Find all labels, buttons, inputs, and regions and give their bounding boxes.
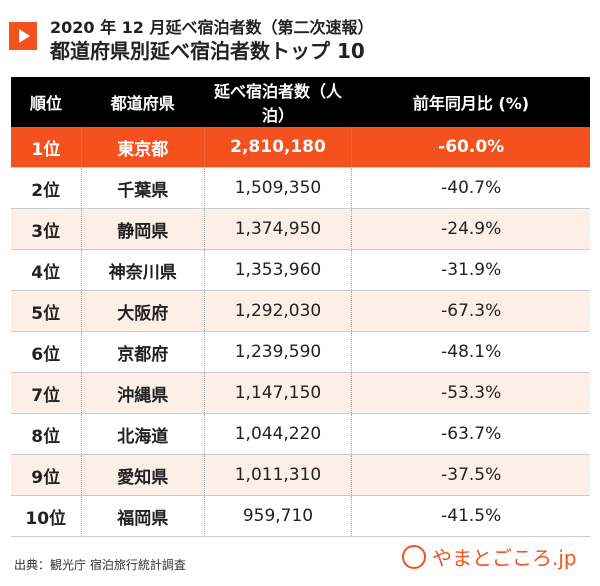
table-cell: -67.3% <box>351 290 590 332</box>
column-header: 都道府県 <box>81 77 205 127</box>
table-cell: -60.0% <box>351 127 590 168</box>
table-cell: 1,239,590 <box>203 331 352 373</box>
table-cell: 福岡県 <box>80 495 205 537</box>
table-cell: -37.5% <box>351 454 590 496</box>
table-cell: 1位 <box>10 127 82 168</box>
table-cell: 1,044,220 <box>203 413 352 455</box>
table-cell: 京都府 <box>80 331 205 373</box>
table-cell: 7位 <box>10 372 82 414</box>
table-cell: -53.3% <box>351 372 590 414</box>
title-line1: 2020 年 12 月延べ宿泊者数（第二次速報） <box>50 18 374 37</box>
table-cell: -41.5% <box>351 495 590 537</box>
logo-text: やまとごころ.jp <box>432 546 577 570</box>
table-row: 9位 愛知県 1,011,310 -37.5% <box>10 454 590 496</box>
source-note: 出典：観光庁 宿泊旅行統計調査 <box>14 558 186 572</box>
column-header: 順位 <box>10 77 82 127</box>
table-cell: -48.1% <box>351 331 590 373</box>
table-cell: 5位 <box>10 290 82 332</box>
table-row: 4位 神奈川県 1,353,960 -31.9% <box>10 249 590 291</box>
table-cell: 千葉県 <box>80 167 205 209</box>
table-cell: 10位 <box>10 495 82 537</box>
table-cell: -63.7% <box>351 413 590 455</box>
table-cell: 3位 <box>10 208 82 250</box>
table-cell: 1,374,950 <box>203 208 352 250</box>
table-row: 1位 東京都 2,810,180 -60.0% <box>10 127 590 168</box>
table-cell: 神奈川県 <box>80 249 205 291</box>
table-cell: -40.7% <box>351 167 590 209</box>
table-row: 8位 北海道 1,044,220 -63.7% <box>10 413 590 455</box>
column-header: 延べ宿泊者数（人泊） <box>204 77 352 127</box>
play-icon <box>9 22 37 50</box>
table-row: 3位 静岡県 1,374,950 -24.9% <box>10 208 590 250</box>
table-cell: 1,011,310 <box>203 454 352 496</box>
logo-mark-icon <box>402 544 426 569</box>
table-cell: 1,147,150 <box>203 372 352 414</box>
table-cell: 1,292,030 <box>203 290 352 332</box>
ranking-table: 順位 都道府県 延べ宿泊者数（人泊） 前年同月比 (%) 1位 東京都 2,810,180… <box>10 77 590 537</box>
table-cell: 2位 <box>10 167 82 209</box>
table-cell: 大阪府 <box>80 290 205 332</box>
table-row: 10位 福岡県 959,710 -41.5% <box>10 495 590 537</box>
logo: やまとごころ.jp <box>402 542 577 571</box>
table-cell: 959,710 <box>203 495 352 537</box>
table-cell: -24.9% <box>351 208 590 250</box>
table-cell: 6位 <box>10 331 82 373</box>
table-row: 2位 千葉県 1,509,350 -40.7% <box>10 167 590 209</box>
table-cell: 静岡県 <box>80 208 205 250</box>
table-cell: 東京都 <box>80 127 205 168</box>
table-cell: 4位 <box>10 249 82 291</box>
table-row: 6位 京都府 1,239,590 -48.1% <box>10 331 590 373</box>
table-cell: 2,810,180 <box>203 127 352 168</box>
column-header: 前年同月比 (%) <box>351 77 590 127</box>
title-line2: 都道府県別延べ宿泊者数トップ 10 <box>50 39 365 63</box>
table-row: 7位 沖縄県 1,147,150 -53.3% <box>10 372 590 414</box>
table-cell: 沖縄県 <box>80 372 205 414</box>
table-cell: 9位 <box>10 454 82 496</box>
table-cell: 8位 <box>10 413 82 455</box>
table-row: 5位 大阪府 1,292,030 -67.3% <box>10 290 590 332</box>
table-cell: 1,353,960 <box>203 249 352 291</box>
table-cell: 愛知県 <box>80 454 205 496</box>
table-cell: -31.9% <box>351 249 590 291</box>
table-cell: 北海道 <box>80 413 205 455</box>
table-cell: 1,509,350 <box>203 167 352 209</box>
